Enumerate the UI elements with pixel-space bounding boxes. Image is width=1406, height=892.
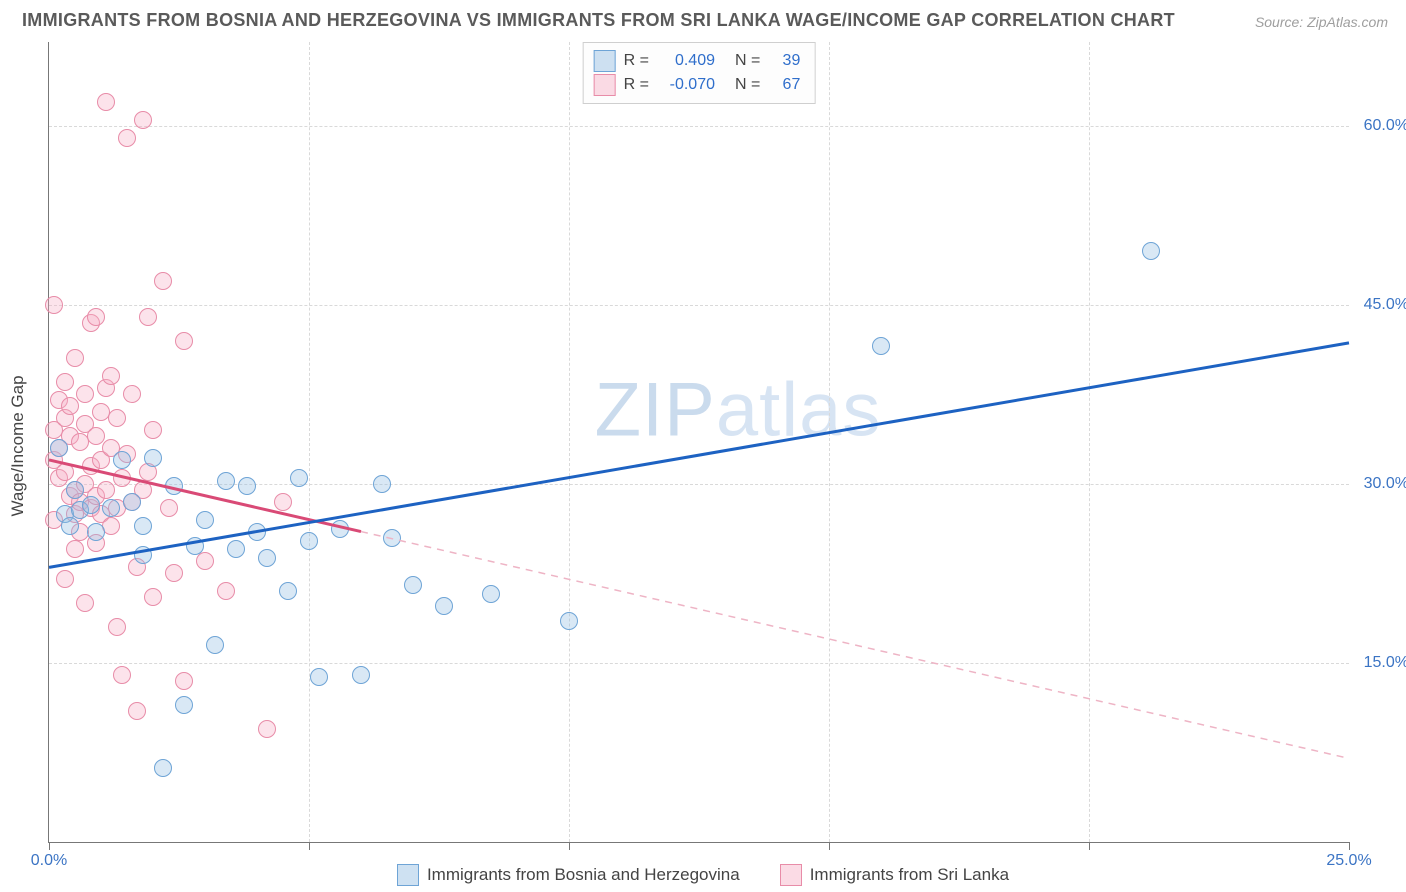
legend-row-bosnia: R = 0.409 N = 39 <box>594 49 801 73</box>
ytick-label: 15.0% <box>1354 654 1406 672</box>
plot-area: ZIPatlas 15.0%30.0%45.0%60.0%0.0%25.0% R… <box>48 42 1349 843</box>
legend-swatch-pink <box>594 74 616 96</box>
series-label-bosnia: Immigrants from Bosnia and Herzegovina <box>427 865 740 885</box>
correlation-legend: R = 0.409 N = 39 R = -0.070 N = 67 <box>583 42 816 104</box>
n-value-bosnia: 39 <box>772 49 800 73</box>
legend-swatch-blue <box>594 50 616 72</box>
r-value-bosnia: 0.409 <box>661 49 715 73</box>
regression-line <box>361 532 1349 759</box>
chart-title: IMMIGRANTS FROM BOSNIA AND HERZEGOVINA V… <box>22 10 1175 31</box>
regression-line <box>49 343 1349 567</box>
n-label: N = <box>735 49 760 73</box>
r-label: R = <box>624 49 649 73</box>
ytick-label: 45.0% <box>1354 296 1406 314</box>
r-value-srilanka: -0.070 <box>661 73 715 97</box>
legend-row-srilanka: R = -0.070 N = 67 <box>594 73 801 97</box>
n-value-srilanka: 67 <box>772 73 800 97</box>
source-label: Source: ZipAtlas.com <box>1255 14 1388 30</box>
r-label: R = <box>624 73 649 97</box>
regression-lines <box>49 42 1349 842</box>
legend-swatch-blue <box>397 864 419 886</box>
y-axis-label: Wage/Income Gap <box>8 375 28 516</box>
series-legend: Immigrants from Bosnia and Herzegovina I… <box>0 864 1406 886</box>
series-legend-bosnia: Immigrants from Bosnia and Herzegovina <box>397 864 740 886</box>
ytick-label: 30.0% <box>1354 475 1406 493</box>
legend-swatch-pink <box>780 864 802 886</box>
n-label: N = <box>735 73 760 97</box>
ytick-label: 60.0% <box>1354 117 1406 135</box>
series-legend-srilanka: Immigrants from Sri Lanka <box>780 864 1009 886</box>
series-label-srilanka: Immigrants from Sri Lanka <box>810 865 1009 885</box>
